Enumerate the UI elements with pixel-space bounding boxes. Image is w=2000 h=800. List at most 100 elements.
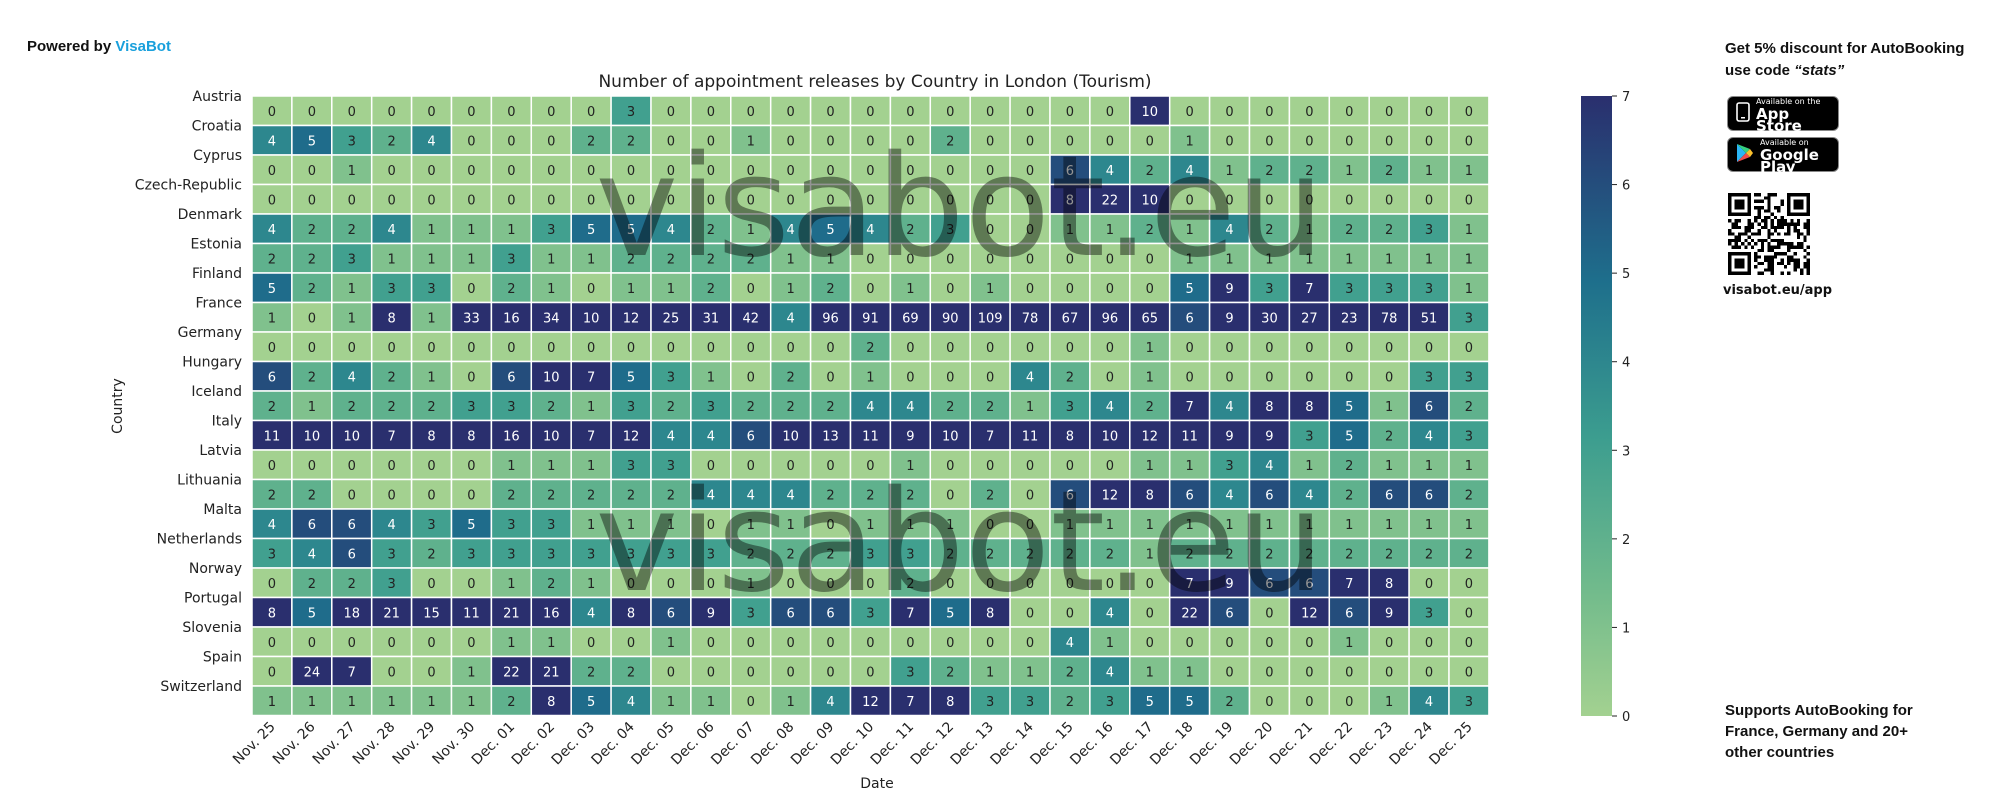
cell-value-label: 4 — [787, 311, 795, 326]
heatmap-cell — [1089, 626, 1131, 658]
cell-value-label: 0 — [707, 193, 715, 208]
cell-value-label: 3 — [667, 370, 675, 385]
cell-value-label: 2 — [1146, 164, 1154, 179]
heatmap-cell — [1328, 154, 1370, 186]
cell-value-label: 0 — [866, 665, 874, 680]
heatmap-cell — [929, 508, 971, 540]
cell-value-label: 1 — [388, 695, 396, 710]
heatmap-cell — [1208, 360, 1251, 392]
cell-value-label: 9 — [1385, 606, 1393, 621]
cell-value-label: 0 — [1225, 193, 1233, 208]
cell-value-label: 1 — [866, 370, 874, 385]
cell-value-label: 0 — [388, 164, 396, 179]
cell-value-label: 12 — [862, 695, 879, 710]
cell-value-label: 1 — [1465, 164, 1473, 179]
cell-value-label: 1 — [348, 164, 356, 179]
heatmap-cell — [929, 449, 971, 481]
heatmap-cell — [450, 183, 493, 215]
cell-value-label: 6 — [308, 518, 316, 533]
cell-value-label: 2 — [946, 665, 954, 680]
heatmap-cell — [1248, 596, 1291, 628]
cell-value-label: 3 — [1465, 429, 1473, 444]
cell-value-label: 0 — [1265, 193, 1273, 208]
cell-value-label: 1 — [1425, 164, 1433, 179]
heatmap-cell — [849, 272, 892, 304]
heatmap-cell — [410, 124, 453, 156]
cell-value-label: 5 — [587, 695, 595, 710]
cell-value-label: 5 — [308, 606, 316, 621]
cell-value-label: 27 — [1301, 311, 1318, 326]
cell-value-label: 8 — [627, 606, 635, 621]
cell-value-label: 2 — [308, 370, 316, 385]
cell-value-label: 1 — [1146, 665, 1154, 680]
cell-value-label: 4 — [866, 400, 874, 415]
cell-value-label: 2 — [707, 252, 715, 267]
cell-value-label: 0 — [826, 193, 834, 208]
heatmap-cell — [251, 124, 293, 156]
qr-code-icon[interactable] — [1728, 193, 1810, 275]
cell-value-label: 4 — [1225, 488, 1233, 503]
cell-value-label: 3 — [1026, 695, 1034, 710]
heatmap-cell — [889, 183, 932, 215]
heatmap-cell — [650, 449, 692, 481]
cell-value-label: 24 — [304, 665, 321, 680]
y-axis-label: Country — [110, 378, 126, 434]
heatmap-cell — [690, 419, 732, 451]
cell-value-label: 1 — [667, 518, 675, 533]
heatmap-cell — [1089, 508, 1131, 540]
google-play-button[interactable]: Available on Google Play — [1727, 137, 1839, 174]
heatmap-cell — [490, 242, 533, 274]
cell-value-label: 4 — [587, 606, 595, 621]
heatmap-cell — [370, 331, 413, 363]
x-tick-label: Dec. 15 — [1027, 719, 1076, 768]
cell-value-label: 0 — [1465, 134, 1473, 149]
colorbar-tick-label: 6 — [1622, 179, 1630, 194]
cell-value-label: 6 — [1305, 577, 1313, 592]
colorbar-tick-label: 7 — [1622, 90, 1630, 105]
cell-value-label: 2 — [1345, 459, 1353, 474]
cell-value-label: 2 — [1146, 400, 1154, 415]
cell-value-label: 0 — [986, 134, 994, 149]
app-store-button[interactable]: Available on the App Store — [1727, 96, 1839, 133]
cell-value-label: 0 — [1106, 252, 1114, 267]
cell-value-label: 5 — [1345, 429, 1353, 444]
cell-value-label: 0 — [707, 665, 715, 680]
cell-value-label: 2 — [1385, 547, 1393, 562]
qr-label[interactable]: visabot.eu/app — [1723, 283, 1833, 298]
apple-icon — [1736, 101, 1750, 126]
heatmap-cell — [1168, 685, 1211, 717]
cell-value-label: 0 — [1425, 665, 1433, 680]
cell-value-label: 7 — [1305, 282, 1313, 297]
cell-value-label: 0 — [1385, 341, 1393, 356]
heatmap-cell — [410, 537, 453, 569]
cell-value-label: 96 — [1102, 311, 1119, 326]
cell-value-label: 0 — [667, 134, 675, 149]
cell-value-label: 0 — [1425, 193, 1433, 208]
cell-value-label: 0 — [1265, 636, 1273, 651]
cell-value-label: 2 — [268, 400, 276, 415]
cell-value-label: 21 — [503, 606, 520, 621]
visabot-brand-link[interactable]: VisaBot — [115, 38, 171, 55]
cell-value-label: 0 — [826, 518, 834, 533]
cell-value-label: 0 — [1225, 636, 1233, 651]
cell-value-label: 0 — [667, 577, 675, 592]
cell-value-label: 21 — [543, 665, 560, 680]
heatmap-cell — [1208, 449, 1251, 481]
cell-value-label: 0 — [787, 636, 795, 651]
cell-value-label: 10 — [343, 429, 360, 444]
cell-value-label: 0 — [427, 636, 435, 651]
cell-value-label: 0 — [906, 105, 914, 120]
powered-prefix: Powered by — [27, 38, 112, 55]
cell-value-label: 3 — [1265, 282, 1273, 297]
cell-value-label: 0 — [627, 636, 635, 651]
heatmap-cell — [730, 449, 772, 481]
cell-value-label: 0 — [1305, 134, 1313, 149]
heatmap-cell — [730, 567, 772, 599]
cell-value-label: 0 — [547, 134, 555, 149]
cell-value-label: 6 — [1066, 164, 1074, 179]
cell-value-label: 12 — [1102, 488, 1119, 503]
colorbar-tick-label: 3 — [1622, 444, 1630, 459]
cell-value-label: 0 — [826, 164, 834, 179]
heatmap-cell — [251, 95, 293, 127]
cell-value-label: 12 — [1301, 606, 1318, 621]
